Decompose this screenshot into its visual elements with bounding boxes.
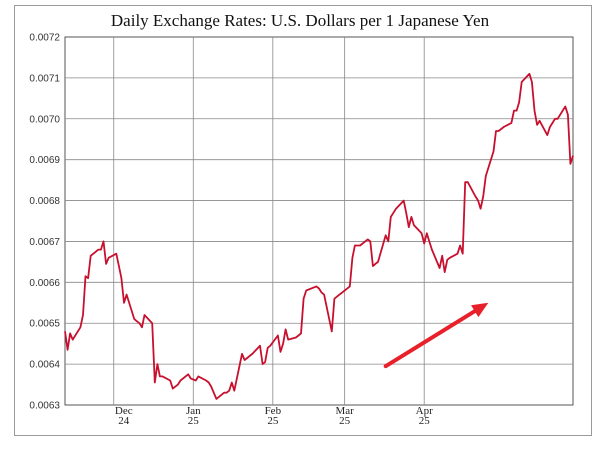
trend-arrow-shaft — [383, 309, 477, 369]
x-tick-year: 25 — [419, 415, 431, 427]
y-tick-label: 0.0071 — [29, 73, 60, 84]
x-tick-year: 25 — [188, 415, 200, 427]
x-tick-year: 25 — [339, 415, 351, 427]
x-tick-month: Apr — [416, 405, 433, 417]
y-tick-label: 0.0063 — [29, 401, 60, 412]
y-tick-label: 0.0065 — [29, 319, 60, 330]
y-tick-label: 0.0067 — [29, 237, 60, 248]
y-axis-ticks: 0.0063 0.0064 0.0065 0.0066 0.0067 0.0068 0.00… — [29, 33, 60, 412]
y-tick-label: 0.0068 — [29, 196, 60, 207]
y-tick-label: 0.0072 — [29, 33, 60, 44]
x-tick-month: Jan — [186, 405, 201, 417]
x-tick-year: 25 — [267, 415, 279, 427]
y-tick-label: 0.0070 — [29, 114, 60, 125]
chart-title: Daily Exchange Rates: U.S. Dollars per 1… — [111, 11, 490, 30]
y-tick-label: 0.0069 — [29, 155, 60, 166]
x-tick-month: Dec — [115, 405, 133, 417]
trend-arrow-head — [471, 302, 489, 318]
y-tick-label: 0.0066 — [29, 278, 60, 289]
x-tick-month: Mar — [335, 405, 354, 417]
series-layer — [64, 72, 574, 400]
annotation-layer — [383, 302, 489, 369]
x-tick-year: 24 — [118, 415, 130, 427]
x-tick-month: Feb — [265, 405, 282, 417]
y-tick-label: 0.0064 — [29, 360, 60, 371]
gridlines — [65, 37, 573, 405]
series-line — [64, 72, 574, 400]
plot-area — [64, 36, 574, 406]
